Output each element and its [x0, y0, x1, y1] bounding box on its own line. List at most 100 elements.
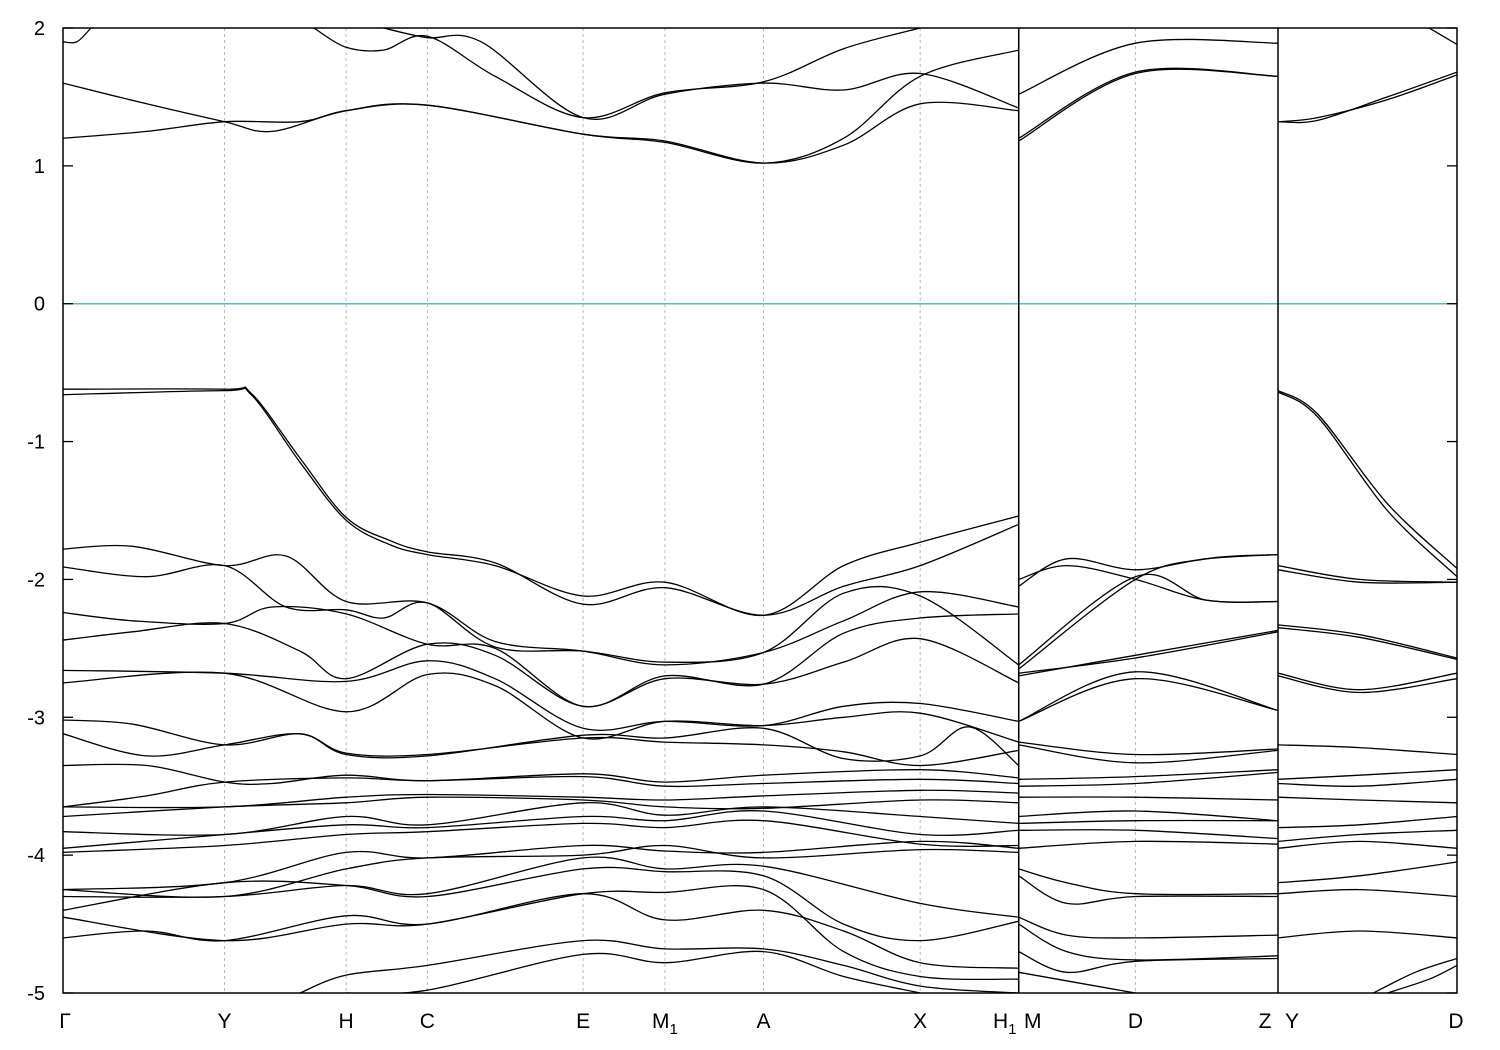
band-line-10: [63, 763, 1019, 785]
x-tick-label: H: [339, 1010, 354, 1033]
band-line-24: [346, 950, 921, 993]
x-tick-label: Z: [1259, 1010, 1272, 1033]
band-line-16: [63, 819, 1019, 854]
band-line-36: [1018, 671, 1279, 722]
band-line-46: [1018, 840, 1279, 849]
band-line-61: [1277, 627, 1457, 661]
x-axis-ticks: Γ Y H C E M1 A X H1 M D Z Y D: [59, 1010, 1463, 1038]
band-line-77: [1277, 74, 1457, 123]
band-line-8: [63, 719, 1019, 767]
band-line-65: [1277, 769, 1457, 780]
band-line-21: [63, 893, 1019, 969]
y-tick-label: -1: [27, 432, 45, 454]
x-tick-label: C: [420, 1010, 435, 1033]
x-tick-label: E: [576, 1010, 590, 1033]
band-line-43: [1018, 810, 1279, 822]
band-line-74: [1373, 957, 1457, 993]
band-line-68: [1277, 815, 1457, 829]
band-line-40: [1018, 769, 1279, 780]
band-line-57: [1277, 391, 1457, 578]
band-line-6: [63, 660, 1019, 732]
band-line-64: [1277, 744, 1457, 756]
band-line-32: [1018, 573, 1279, 666]
y-tick-label: 1: [34, 156, 45, 178]
band-line-53: [1018, 38, 1279, 95]
band-line-22: [63, 885, 1019, 981]
band-line-66: [1277, 778, 1457, 787]
x-tick-label: H1: [993, 1010, 1017, 1038]
band-line-70: [1277, 840, 1457, 849]
band-line-35: [1018, 631, 1279, 674]
band-line-69: [1277, 829, 1457, 843]
band-line-13: [63, 796, 1019, 818]
band-line-78: [1428, 28, 1457, 46]
band-line-44: [1018, 819, 1279, 825]
x-tick-label: Y: [218, 1010, 232, 1033]
band-line-7: [63, 671, 1019, 743]
band-line-5: [63, 622, 1019, 708]
x-tick-label: Y: [1285, 1010, 1299, 1033]
x-tick-label: D: [1128, 1010, 1143, 1033]
band-line-4: [63, 605, 1019, 708]
band-line-39: [1018, 744, 1279, 764]
band-line-1: [63, 386, 1019, 616]
band-line-37: [1018, 678, 1279, 723]
y-tick-label: -3: [27, 707, 45, 729]
x-tick-label: M1: [652, 1010, 678, 1038]
x-tick-label: Γ: [59, 1010, 71, 1033]
x-tick-label: A: [756, 1010, 770, 1033]
band-line-63: [1277, 675, 1457, 694]
band-line-51: [1018, 951, 1279, 974]
band-line-71: [1277, 861, 1457, 884]
y-axis-ticks: 2 1 0 -1 -2 -3 -4 -5: [27, 18, 1457, 1005]
band-lines: [63, 28, 1457, 993]
band-line-45: [1018, 829, 1279, 840]
band-line-55: [1018, 67, 1279, 139]
band-line-11: [63, 775, 1019, 808]
y-tick-label: 0: [34, 294, 45, 316]
band-line-76: [1277, 71, 1457, 124]
band-line-72: [1277, 888, 1457, 898]
band-line-26: [63, 49, 1019, 164]
band-line-42: [1018, 796, 1279, 801]
band-line-41: [1018, 771, 1279, 787]
band-line-59: [1277, 569, 1457, 584]
band-line-31: [1018, 564, 1279, 603]
band-line-34: [1018, 629, 1279, 677]
band-line-75: [1387, 964, 1457, 993]
grid-lines: [224, 28, 1279, 993]
x-tick-label: X: [913, 1010, 927, 1033]
band-line-27: [63, 101, 1019, 164]
band-line-38: [1018, 741, 1279, 756]
band-line-20: [63, 866, 1019, 942]
band-line-30: [1018, 553, 1279, 587]
y-tick-label: -5: [27, 983, 45, 1005]
y-tick-label: -4: [27, 845, 45, 867]
band-line-62: [1277, 672, 1457, 691]
y-tick-label: 2: [34, 18, 45, 40]
band-line-50: [1018, 923, 1279, 961]
x-tick-label: D: [1448, 1010, 1463, 1033]
band-line-60: [1277, 624, 1457, 659]
band-line-73: [1277, 930, 1457, 939]
band-line-29: [383, 28, 1019, 120]
y-tick-label: -2: [27, 569, 45, 591]
band-line-52: [1018, 971, 1136, 993]
band-line-33: [1018, 553, 1279, 670]
band-line-56: [1277, 390, 1457, 569]
band-line-47: [1018, 868, 1279, 896]
band-line-54: [1018, 68, 1279, 142]
band-line-2: [63, 544, 1019, 666]
band-line-19: [63, 856, 1019, 918]
band-line-67: [1277, 796, 1457, 804]
band-line-9: [63, 726, 1020, 767]
band-line-25: [63, 28, 92, 44]
band-line-0: [63, 387, 1019, 616]
plot-frame: [62, 27, 1458, 994]
band-line-49: [1018, 916, 1279, 939]
band-line-28: [313, 28, 921, 119]
band-line-58: [1277, 564, 1457, 583]
band-line-48: [1018, 875, 1279, 905]
band-line-15: [63, 810, 1019, 849]
